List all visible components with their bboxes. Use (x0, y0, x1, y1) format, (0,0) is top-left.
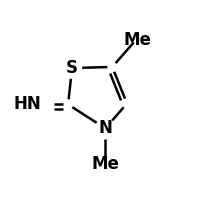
Text: N: N (99, 119, 112, 137)
Text: Me: Me (92, 155, 119, 173)
Text: HN: HN (13, 95, 41, 114)
Text: Me: Me (124, 31, 152, 49)
Text: S: S (66, 59, 78, 77)
